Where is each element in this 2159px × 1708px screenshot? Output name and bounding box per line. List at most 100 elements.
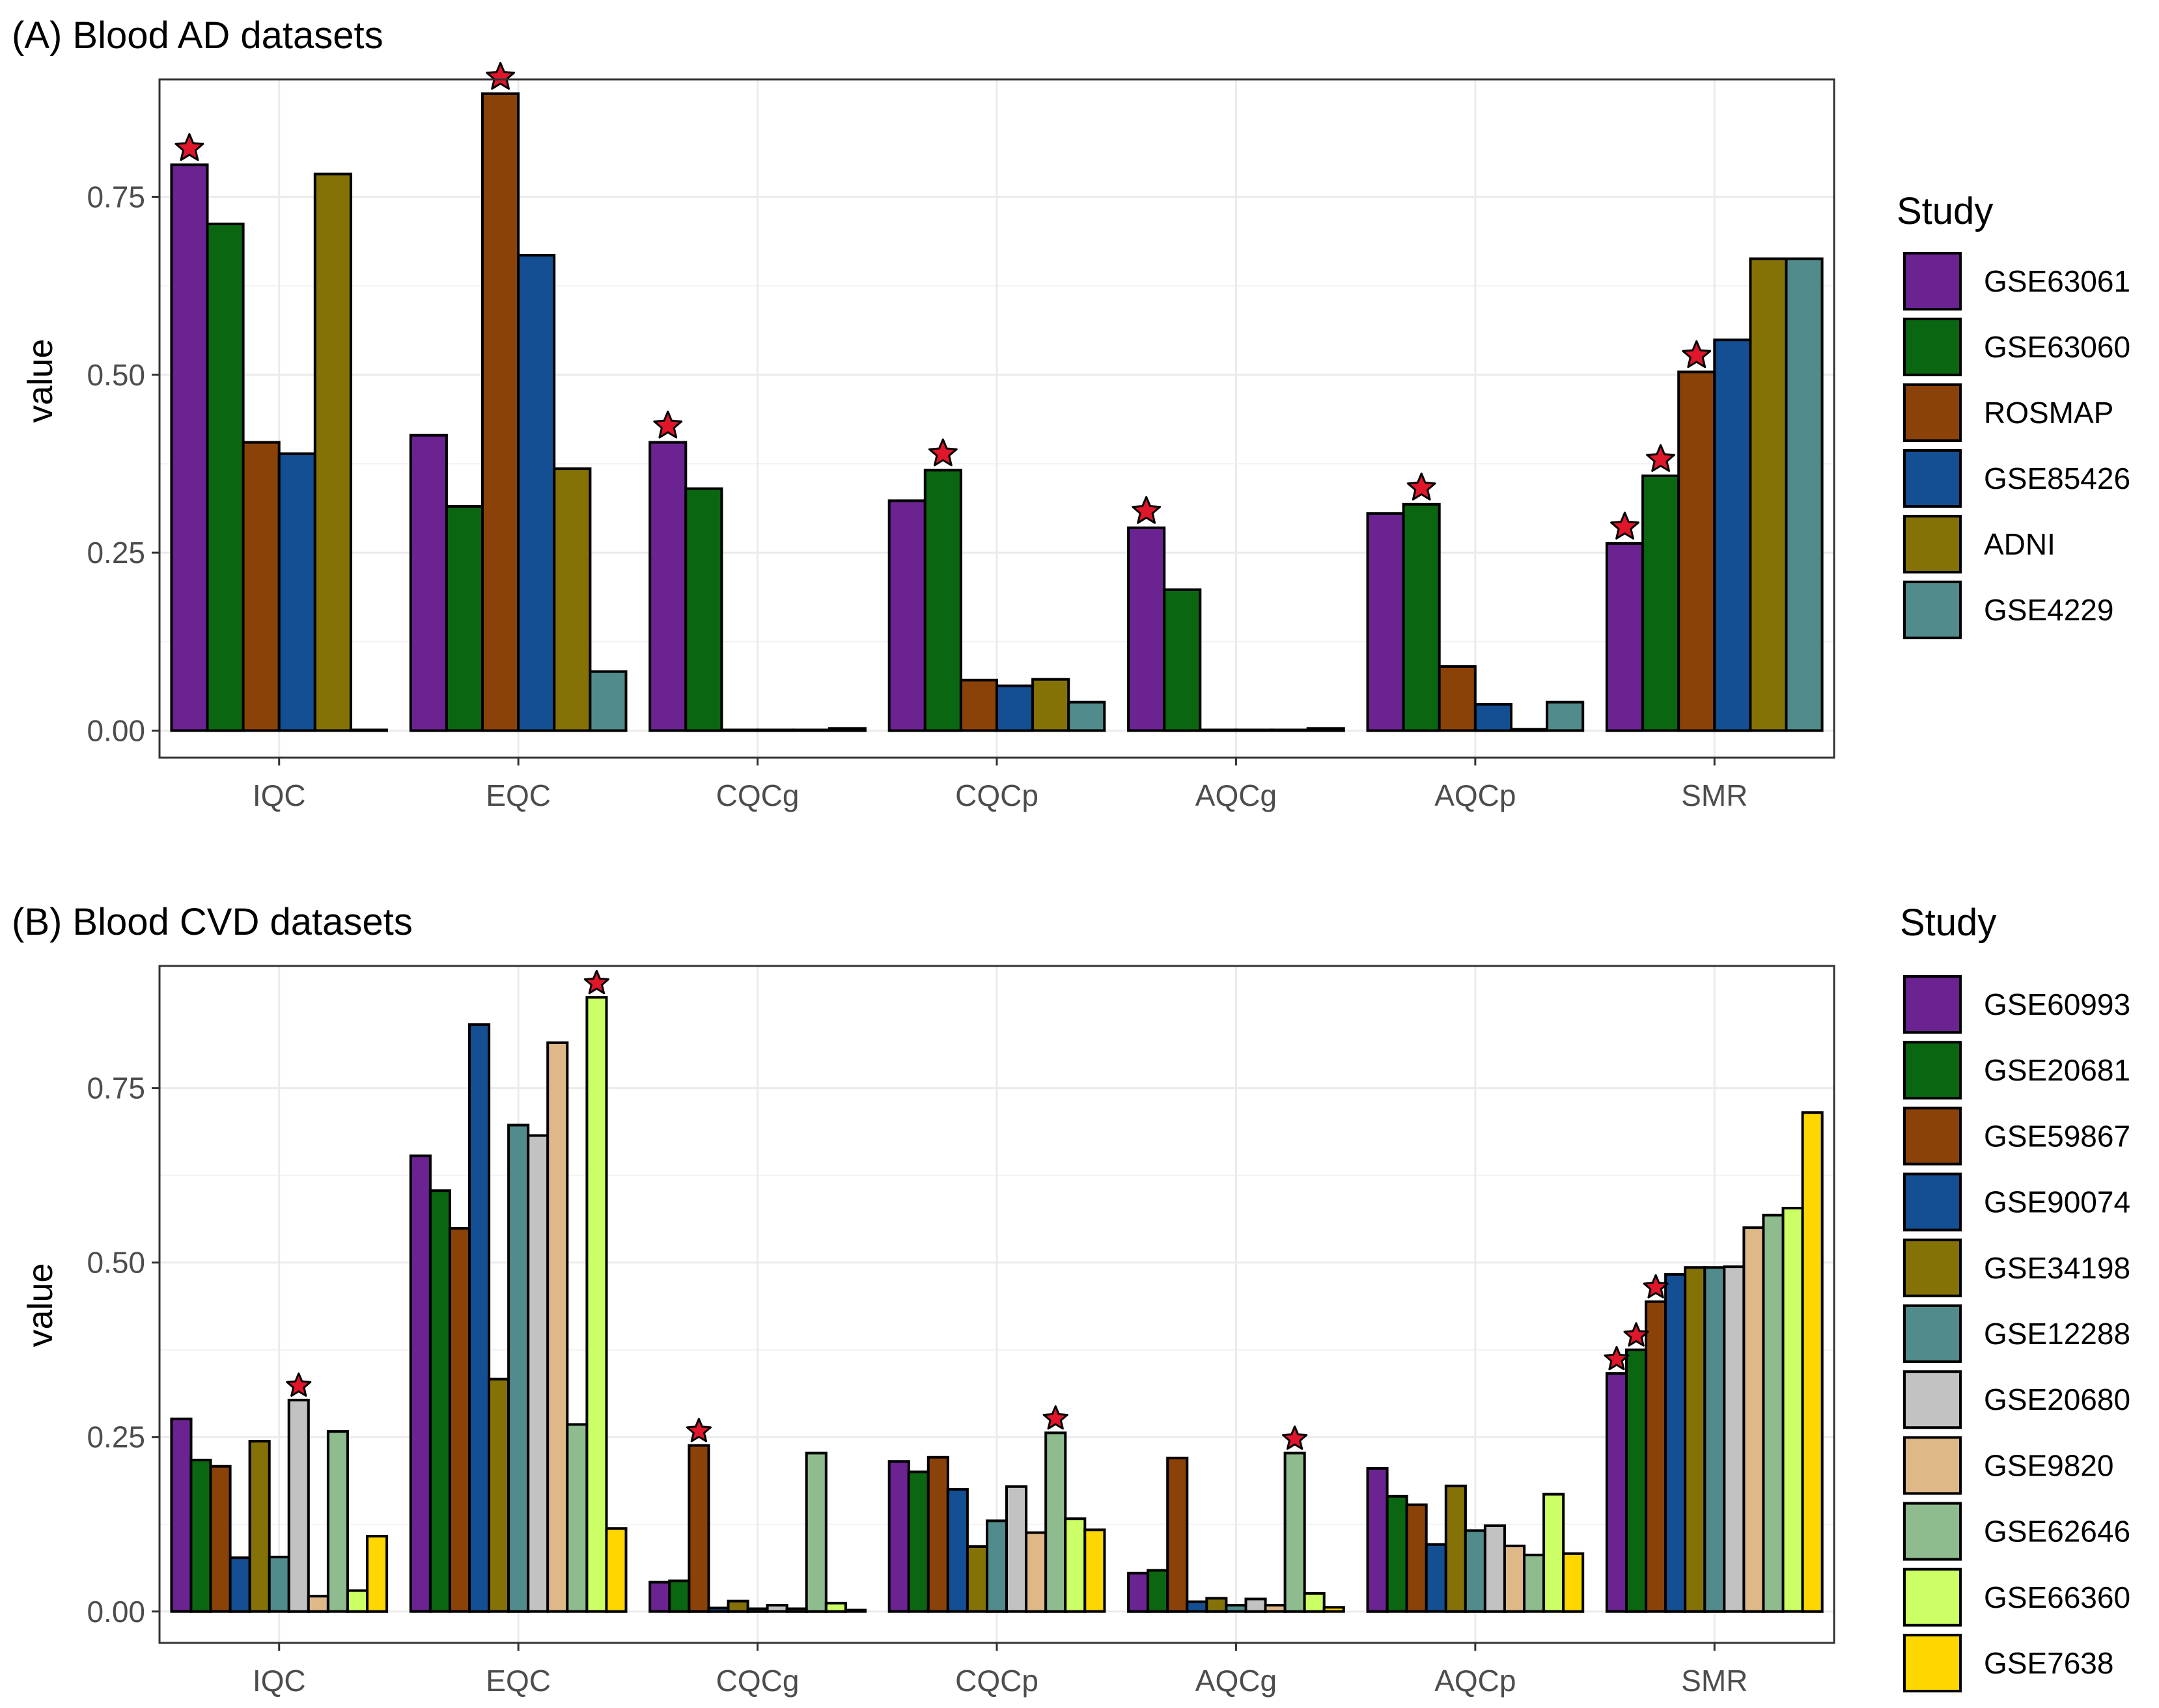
panel-b-bar-GSE66360-AQCg — [1303, 1591, 1326, 1613]
panel-b-bar-GSE62646-AQCg — [1283, 1452, 1306, 1613]
panel-a-bar-GSE63061-CQCg — [648, 441, 688, 732]
panel-a-star-GSE63060-CQCp — [928, 438, 958, 467]
panel-a-bar-GSE85426-SMR — [1713, 338, 1752, 732]
panel-b-star-GSE62646-AQCg — [1282, 1426, 1308, 1450]
panel-a-bar-GSE4229-AQCp — [1546, 700, 1585, 732]
panel-b-legend-label-GSE7638: GSE7638 — [1984, 1646, 2113, 1680]
panel-a-legend-label-ADNI: ADNI — [1984, 527, 2055, 561]
panel-b-bar-GSE60993-IQC — [170, 1417, 193, 1613]
panel-a-star-GSE63060-AQCp — [1406, 473, 1436, 501]
panel-b-bar-GSE12288-AQCg — [1225, 1604, 1247, 1613]
panel-b-bar-GSE90074-CQCp — [946, 1488, 969, 1613]
panel-a-bar-ROSMAP-AQCp — [1438, 665, 1477, 732]
panel-a-legend-key-ADNI — [1903, 515, 1962, 573]
panel-a-bar-ROSMAP-EQC — [481, 92, 520, 732]
panel-b-bar-GSE20680-CQCg — [766, 1604, 788, 1613]
panel-b-bar-GSE9820-AQCp — [1503, 1545, 1526, 1613]
panel-b-bar-GSE60993-AQCg — [1127, 1571, 1150, 1613]
panel-b-bar-GSE59867-AQCg — [1166, 1456, 1189, 1613]
panel-b-legend-label-GSE66360: GSE66360 — [1984, 1580, 2130, 1614]
panel-b-star-GSE59867-CQCg — [686, 1418, 712, 1442]
panel-b-x-tick-label-IQC: IQC — [253, 1664, 306, 1698]
panel-a-x-tick-label-AQCp: AQCp — [1434, 778, 1516, 812]
panel-b-bar-GSE90074-AQCg — [1186, 1600, 1208, 1613]
panel-a-bar-GSE63061-IQC — [170, 163, 209, 732]
panel-a-bar-GSE63060-CQCg — [684, 487, 723, 732]
panel-a-x-tick-label-IQC: IQC — [253, 778, 306, 812]
panel-b-legend-label-GSE9820: GSE9820 — [1984, 1448, 2113, 1482]
panel-b-bar-GSE20681-AQCg — [1147, 1569, 1169, 1613]
panel-b-star-GSE59867-SMR — [1643, 1274, 1669, 1299]
panel-a-legend-key-GSE85426 — [1903, 449, 1962, 508]
panel-b-bar-GSE62646-SMR — [1762, 1213, 1785, 1613]
panel-b-chart: 0.00 0.25 0.50 0.75 IQC EQC CQCg CQCp AQCg AQCp SM… — [87, 965, 2130, 1698]
panel-b-bar-GSE7638-IQC — [366, 1535, 389, 1613]
panel-b-bar-GSE12288-CQCg — [746, 1607, 769, 1613]
panel-b-bar-GSE9820-CQCg — [785, 1607, 808, 1613]
panel-b-bar-GSE90074-IQC — [229, 1556, 251, 1613]
panel-b-bar-GSE20680-EQC — [527, 1134, 550, 1613]
panel-b-legend-key-GSE20681 — [1903, 1041, 1962, 1100]
panel-b-bar-GSE20681-AQCp — [1386, 1494, 1408, 1613]
panel-b-bar-GSE60993-EQC — [409, 1154, 432, 1613]
panel-a-bar-GSE63060-IQC — [206, 223, 245, 732]
panel-b-bar-GSE9820-EQC — [546, 1041, 569, 1613]
panel-a-bar-GSE4229-CQCg — [828, 727, 867, 732]
panel-b-bar-GSE20681-SMR — [1625, 1348, 1648, 1613]
panel-b-ylabel: value — [21, 1263, 60, 1347]
panel-a-star-GSE63061-CQCg — [653, 410, 683, 439]
panel-a-bar-GSE85426-CQCp — [996, 684, 1035, 732]
panel-a-bar-GSE4229-SMR — [1785, 257, 1824, 732]
panel-b-legend-key-GSE59867 — [1903, 1107, 1962, 1166]
panel-a-bar-GSE4229-CQCp — [1067, 700, 1106, 732]
panel-b-legend-key-GSE9820 — [1903, 1436, 1962, 1495]
panel-b-y-tick-label: 0.25 — [87, 1420, 145, 1454]
panel-a-bar-GSE63061-SMR — [1605, 542, 1644, 732]
panel-b-bar-GSE9820-IQC — [307, 1595, 329, 1613]
panel-a-bar-GSE63060-CQCp — [923, 469, 962, 732]
panel-b-bar-GSE20681-CQCp — [907, 1470, 930, 1613]
panel-a-y-tick-label: 0.50 — [87, 358, 145, 392]
panel-b-x-tick-label-EQC: EQC — [486, 1664, 551, 1698]
panel-b-bar-GSE7638-CQCp — [1083, 1528, 1106, 1613]
panel-b-bar-GSE34198-EQC — [488, 1377, 510, 1613]
panel-a-x-tick-label-CQCp: CQCp — [955, 778, 1038, 812]
panel-b-x-tick-label-AQCp: AQCp — [1434, 1664, 1516, 1698]
panel-b-star-GSE20681-SMR — [1623, 1322, 1649, 1347]
panel-b-bar-GSE60993-SMR — [1605, 1372, 1628, 1613]
panel-b-bar-GSE7638-EQC — [605, 1527, 628, 1613]
panel-a-bar-GSE85426-IQC — [277, 452, 316, 732]
panel-a-bar-ADNI-EQC — [553, 467, 592, 732]
panel-b-bar-GSE59867-CQCp — [926, 1455, 949, 1613]
panel-a-chart: 0.00 0.25 0.50 0.75 IQC EQC CQCg CQCp AQCg AQCp SM… — [87, 62, 2130, 812]
panel-b-bar-GSE12288-SMR — [1703, 1266, 1726, 1613]
panel-a-bar-GSE63060-SMR — [1641, 475, 1680, 732]
panel-a-x-tick-label-AQCg: AQCg — [1195, 778, 1277, 812]
panel-b-bar-GSE20681-IQC — [189, 1459, 212, 1613]
panel-a-legend-title: Study — [1897, 190, 1993, 232]
panel-b-bar-GSE60993-CQCp — [887, 1460, 910, 1613]
panel-a-legend-label-GSE63061: GSE63061 — [1984, 264, 2130, 298]
panel-b-bar-GSE59867-EQC — [448, 1227, 471, 1613]
panel-a-bar-GSE63061-EQC — [409, 434, 448, 732]
panel-a-bar-ADNI-IQC — [313, 172, 352, 732]
panel-b-bar-GSE20681-EQC — [428, 1189, 452, 1613]
panel-b-bar-GSE66360-AQCp — [1542, 1493, 1565, 1613]
panel-b-y-tick-label: 0.75 — [87, 1071, 145, 1105]
panel-b-bar-GSE62646-CQCp — [1044, 1431, 1067, 1613]
panel-b-bar-GSE59867-AQCp — [1405, 1503, 1428, 1613]
panel-b-x-tick-label-SMR: SMR — [1681, 1664, 1748, 1698]
panel-b-legend-key-GSE34198 — [1903, 1238, 1962, 1297]
panel-b-bar-GSE62646-CQCg — [805, 1452, 828, 1613]
panel-b-legend-label-GSE20681: GSE20681 — [1984, 1053, 2130, 1087]
panel-b-legend-key-GSE60993 — [1903, 975, 1962, 1034]
panel-a-bar-GSE63061-AQCp — [1366, 512, 1405, 732]
panel-a-star-ROSMAP-SMR — [1682, 340, 1712, 368]
panel-a-title: (A) Blood AD datasets — [12, 14, 383, 57]
panel-b-title: (B) Blood CVD datasets — [12, 901, 413, 943]
panel-a-star-GSE63061-IQC — [174, 133, 204, 161]
panel-b-bar-GSE34198-CQCp — [966, 1545, 989, 1613]
panel-b-bar-GSE62646-AQCp — [1523, 1553, 1546, 1613]
panel-b-legend-key-GSE20680 — [1903, 1370, 1962, 1429]
panel-a-legend-label-GSE85426: GSE85426 — [1984, 461, 2130, 495]
